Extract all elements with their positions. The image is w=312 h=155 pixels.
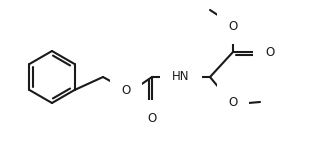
Text: O: O <box>265 46 274 58</box>
Text: O: O <box>147 111 157 124</box>
Text: O: O <box>228 20 238 33</box>
Text: HN: HN <box>172 71 190 84</box>
Text: O: O <box>228 95 238 108</box>
Text: O: O <box>121 84 131 97</box>
